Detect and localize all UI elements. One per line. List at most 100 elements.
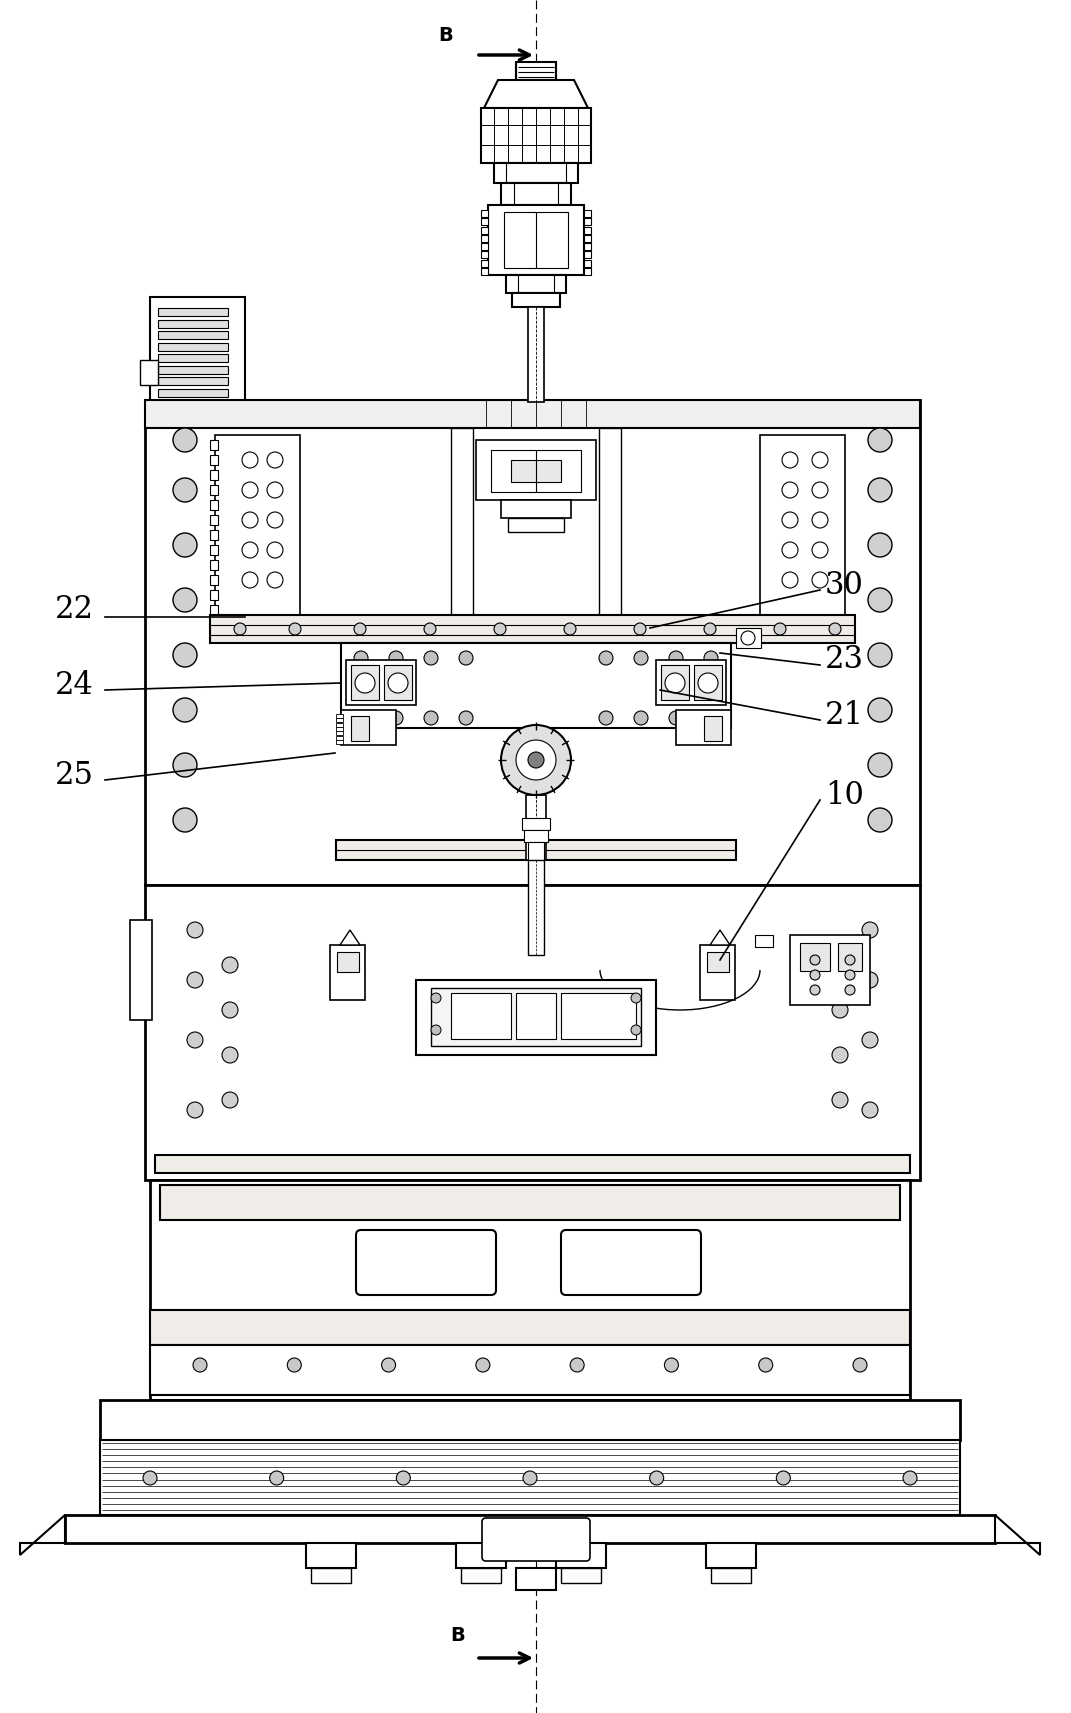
- Bar: [561, 1567, 601, 1583]
- Bar: [337, 952, 359, 971]
- Bar: [461, 1567, 501, 1583]
- Bar: [504, 212, 568, 267]
- Bar: [160, 1185, 900, 1220]
- Circle shape: [174, 533, 197, 557]
- Bar: [511, 461, 561, 481]
- Circle shape: [665, 673, 685, 694]
- Circle shape: [634, 624, 646, 636]
- Circle shape: [431, 994, 441, 1004]
- Bar: [336, 839, 736, 860]
- Bar: [456, 1543, 506, 1567]
- Circle shape: [782, 572, 798, 588]
- Bar: [210, 456, 218, 464]
- Circle shape: [287, 1358, 301, 1372]
- Circle shape: [187, 971, 203, 988]
- Bar: [210, 589, 218, 600]
- Bar: [481, 267, 488, 276]
- Bar: [210, 545, 218, 555]
- Circle shape: [862, 1031, 878, 1048]
- Polygon shape: [20, 1514, 65, 1555]
- Circle shape: [174, 642, 197, 666]
- FancyBboxPatch shape: [356, 1230, 496, 1295]
- Bar: [476, 440, 595, 500]
- FancyBboxPatch shape: [482, 1518, 590, 1561]
- Bar: [516, 994, 556, 1040]
- Circle shape: [634, 651, 648, 665]
- Circle shape: [868, 533, 892, 557]
- Bar: [790, 935, 870, 1006]
- Circle shape: [810, 985, 820, 995]
- Bar: [336, 726, 343, 731]
- Circle shape: [233, 624, 246, 636]
- Bar: [584, 243, 591, 250]
- Bar: [145, 401, 920, 428]
- Bar: [584, 218, 591, 226]
- Bar: [150, 296, 245, 416]
- Circle shape: [868, 478, 892, 502]
- Circle shape: [222, 1002, 238, 1018]
- Circle shape: [812, 512, 828, 528]
- Circle shape: [664, 1358, 678, 1372]
- Circle shape: [845, 985, 855, 995]
- Circle shape: [868, 697, 892, 721]
- Bar: [451, 994, 511, 1040]
- Circle shape: [810, 970, 820, 980]
- Bar: [516, 62, 556, 81]
- Circle shape: [267, 572, 283, 588]
- Bar: [341, 709, 396, 745]
- Bar: [336, 723, 343, 726]
- Bar: [506, 276, 565, 293]
- Bar: [155, 1155, 910, 1173]
- Bar: [431, 988, 642, 1047]
- Circle shape: [267, 541, 283, 558]
- Circle shape: [222, 1047, 238, 1064]
- Bar: [516, 1567, 556, 1590]
- Text: 21: 21: [825, 699, 864, 730]
- Circle shape: [523, 1471, 537, 1485]
- Circle shape: [267, 512, 283, 528]
- Bar: [711, 1567, 751, 1583]
- Bar: [481, 252, 488, 259]
- Circle shape: [424, 711, 438, 725]
- Text: 24: 24: [55, 670, 94, 701]
- Circle shape: [222, 958, 238, 973]
- Circle shape: [355, 673, 375, 694]
- Bar: [481, 108, 591, 163]
- Circle shape: [174, 809, 197, 833]
- Bar: [494, 163, 578, 183]
- Circle shape: [868, 754, 892, 778]
- Circle shape: [812, 481, 828, 498]
- Circle shape: [812, 452, 828, 468]
- Circle shape: [812, 541, 828, 558]
- Circle shape: [782, 541, 798, 558]
- Circle shape: [832, 1047, 848, 1064]
- Circle shape: [704, 651, 718, 665]
- Circle shape: [650, 1471, 664, 1485]
- Circle shape: [862, 922, 878, 939]
- Bar: [491, 451, 580, 492]
- Circle shape: [355, 651, 368, 665]
- Bar: [336, 735, 343, 740]
- Circle shape: [810, 956, 820, 964]
- Bar: [800, 942, 830, 971]
- Circle shape: [782, 481, 798, 498]
- Circle shape: [774, 624, 786, 636]
- Bar: [481, 226, 488, 233]
- Bar: [501, 500, 571, 517]
- Bar: [346, 660, 416, 706]
- Text: 30: 30: [825, 569, 864, 601]
- Bar: [150, 1345, 910, 1394]
- Bar: [150, 1310, 910, 1345]
- Polygon shape: [995, 1514, 1040, 1555]
- Bar: [210, 560, 218, 570]
- Bar: [707, 952, 729, 971]
- Circle shape: [289, 624, 301, 636]
- Circle shape: [853, 1358, 868, 1372]
- Bar: [481, 260, 488, 267]
- Circle shape: [187, 1031, 203, 1048]
- Bar: [336, 714, 343, 718]
- Circle shape: [424, 651, 438, 665]
- Circle shape: [669, 651, 683, 665]
- Bar: [451, 428, 473, 629]
- Bar: [657, 660, 726, 706]
